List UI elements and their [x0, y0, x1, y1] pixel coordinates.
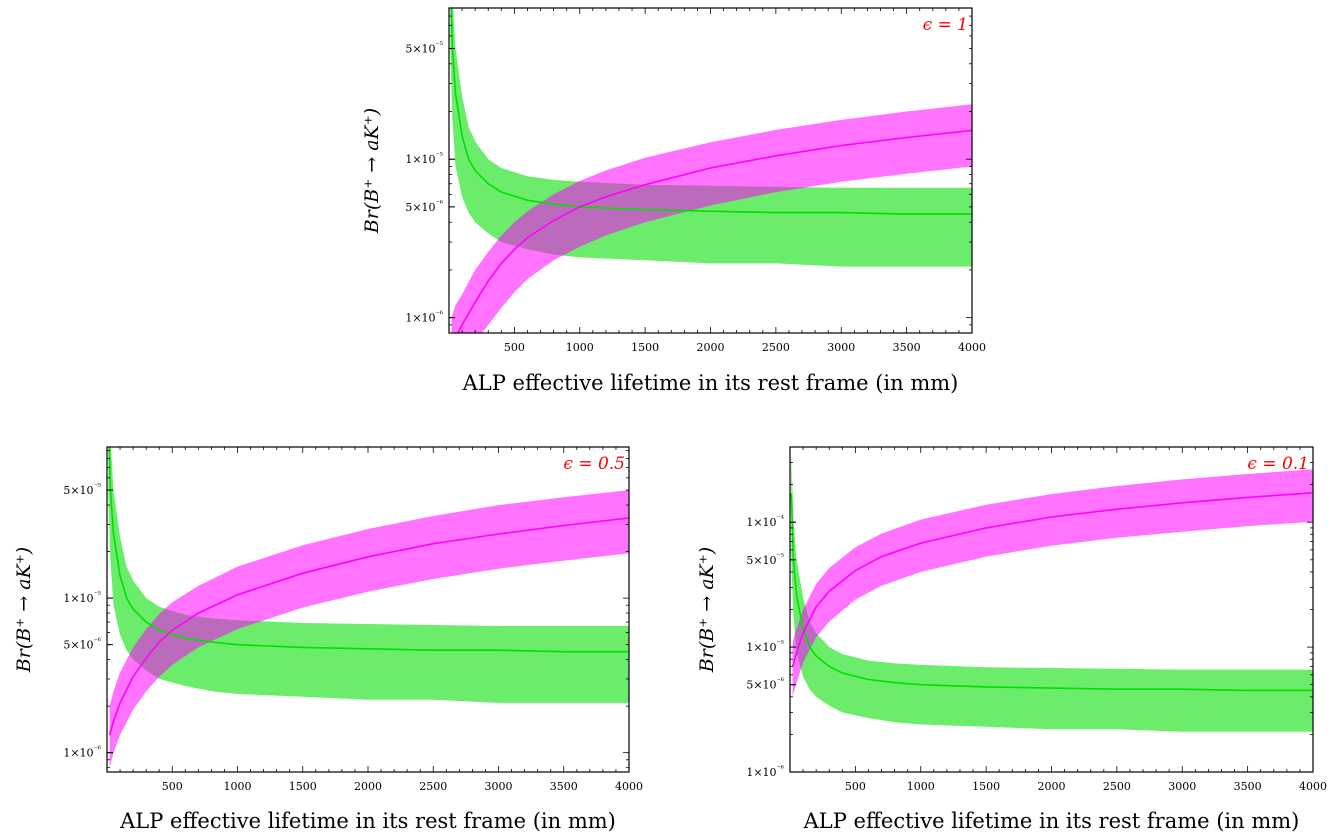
- y-tick-label: 1×10⁻⁶: [63, 745, 101, 760]
- x-tick-label: 2000: [354, 780, 382, 793]
- x-tick-label: 3500: [893, 341, 921, 354]
- y-tick-label: 1×10⁻⁵: [405, 151, 443, 166]
- y-tick-label: 5×10⁻⁶: [405, 199, 443, 214]
- y-axis-label: Br(B⁺ → aK⁺): [696, 547, 718, 673]
- x-tick-label: 2500: [419, 780, 447, 793]
- x-tick-label: 3500: [1234, 780, 1262, 793]
- x-tick-label: 2500: [1103, 780, 1131, 793]
- x-tick-label: 4000: [958, 341, 986, 354]
- uncertainty-band-magenta: [792, 469, 1313, 697]
- x-tick-label: 1500: [631, 341, 659, 354]
- plot-area: [450, 8, 972, 333]
- x-tick-label: 1000: [907, 780, 935, 793]
- uncertainty-band-green: [108, 447, 629, 703]
- x-tick-label: 3000: [827, 341, 855, 354]
- x-tick-label: 500: [162, 780, 183, 793]
- central-line-green: [108, 447, 629, 653]
- x-tick-label: 4000: [615, 780, 643, 793]
- plot-area: [790, 454, 1313, 732]
- x-tick-label: 4000: [1299, 780, 1327, 793]
- y-tick-label: 5×10⁻⁵: [63, 482, 101, 497]
- central-line-magenta: [456, 129, 972, 333]
- y-tick-label: 1×10⁻⁶: [746, 764, 784, 779]
- x-axis-label: ALP effective lifetime in its rest frame…: [119, 809, 616, 833]
- x-tick-label: 3000: [1168, 780, 1196, 793]
- central-line-green: [790, 493, 1313, 692]
- y-tick-label: 1×10⁻⁵: [63, 590, 101, 605]
- uncertainty-band-magenta: [109, 490, 629, 768]
- x-tick-label: 2000: [1038, 780, 1066, 793]
- y-tick-label: 5×10⁻⁵: [405, 40, 443, 55]
- chart-1: 500 1000 1500 2000 2500 3000 3500 4000 1×10⁻⁶ 5×1…: [361, 7, 986, 395]
- y-tick-label: 5×10⁻⁶: [63, 637, 101, 652]
- x-tick-label: 1000: [566, 341, 594, 354]
- uncertainty-band-green: [791, 454, 1313, 732]
- epsilon-annotation: ϵ = 0.1: [1247, 454, 1309, 474]
- y-tick-label: 1×10⁻⁶: [405, 310, 443, 325]
- x-tick-label: 2000: [697, 341, 725, 354]
- x-tick-label: 1000: [224, 780, 252, 793]
- x-axis-label: ALP effective lifetime in its rest frame…: [462, 371, 959, 395]
- central-line-magenta: [791, 492, 1313, 667]
- x-tick-label: 2500: [762, 341, 790, 354]
- central-line-magenta: [108, 517, 629, 736]
- chart-3: 500 1000 1500 2000 2500 3000 3500 4000 1×10⁻⁶ 5×1…: [696, 446, 1327, 833]
- y-tick-label: 1×10⁻⁴: [746, 514, 784, 529]
- y-tick-label: 1×10⁻⁵: [746, 639, 784, 654]
- y-tick-label: 5×10⁻⁵: [746, 552, 784, 567]
- uncertainty-band-magenta: [451, 104, 972, 333]
- chart-2: 500 1000 1500 2000 2500 3000 3500 4000 1×10⁻⁶ 5×1…: [13, 446, 643, 833]
- x-tick-label: 1500: [289, 780, 317, 793]
- y-tick-label: 5×10⁻⁶: [746, 677, 784, 692]
- x-tick-label: 3500: [550, 780, 578, 793]
- epsilon-annotation: ϵ = 0.5: [563, 454, 625, 474]
- x-axis-label: ALP effective lifetime in its rest frame…: [803, 809, 1300, 833]
- y-axis-label: Br(B⁺ → aK⁺): [361, 108, 383, 234]
- y-axis-label: Br(B⁺ → aK⁺): [13, 547, 35, 673]
- x-tick-label: 500: [845, 780, 866, 793]
- x-tick-label: 3000: [485, 780, 513, 793]
- x-tick-label: 500: [504, 341, 525, 354]
- central-line-green: [450, 8, 972, 215]
- x-tick-label: 1500: [972, 780, 1000, 793]
- epsilon-annotation: ϵ = 1: [923, 15, 968, 35]
- plot-area: [108, 447, 629, 768]
